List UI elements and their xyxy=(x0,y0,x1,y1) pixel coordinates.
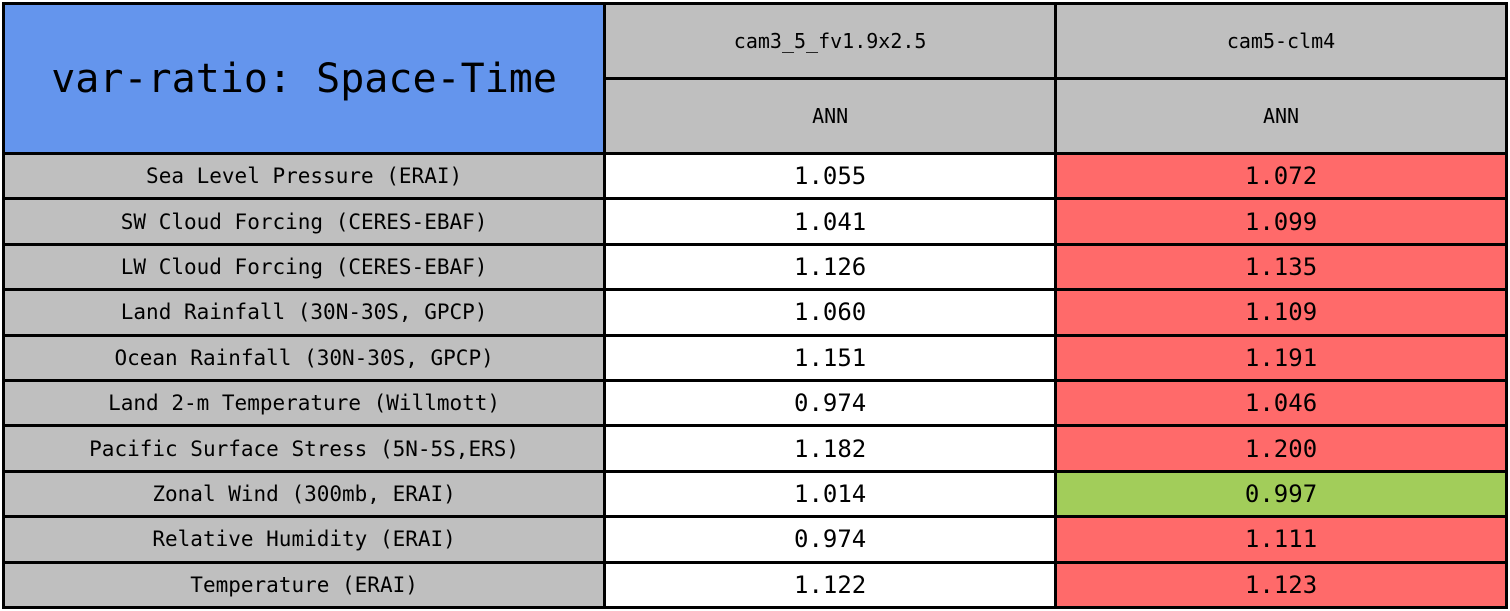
column-subheader-season-1: ANN xyxy=(603,77,1058,155)
value-cell: 1.109 xyxy=(1054,288,1508,337)
value-cell: 1.191 xyxy=(1054,333,1508,382)
table-row: SW Cloud Forcing (CERES-EBAF) 1.041 1.09… xyxy=(1,197,1508,246)
row-label: Sea Level Pressure (ERAI) xyxy=(1,151,607,201)
value-cell: 1.123 xyxy=(1054,560,1508,610)
value-cell: 1.072 xyxy=(1054,151,1508,201)
value-cell: 1.055 xyxy=(603,151,1058,201)
value-cell: 0.997 xyxy=(1054,469,1508,519)
table-row: Zonal Wind (300mb, ERAI) 1.014 0.997 xyxy=(1,469,1508,519)
value-cell: 0.974 xyxy=(603,378,1058,428)
row-label: Land 2-m Temperature (Willmott) xyxy=(1,378,607,428)
table-row: Sea Level Pressure (ERAI) 1.055 1.072 xyxy=(1,151,1508,201)
value-cell: 1.135 xyxy=(1054,242,1508,292)
row-label: Ocean Rainfall (30N-30S, GPCP) xyxy=(1,333,607,382)
value-cell: 0.974 xyxy=(603,515,1058,564)
value-cell: 1.182 xyxy=(603,424,1058,473)
table-title: var-ratio: Space-Time xyxy=(1,2,607,155)
row-label: Land Rainfall (30N-30S, GPCP) xyxy=(1,288,607,337)
value-cell: 1.111 xyxy=(1054,515,1508,564)
table-row: Temperature (ERAI) 1.122 1.123 xyxy=(1,560,1508,610)
table-row: Land Rainfall (30N-30S, GPCP) 1.060 1.10… xyxy=(1,288,1508,337)
table-row: Land 2-m Temperature (Willmott) 0.974 1.… xyxy=(1,378,1508,428)
value-cell: 1.041 xyxy=(603,197,1058,246)
value-cell: 1.060 xyxy=(603,288,1058,337)
row-label: LW Cloud Forcing (CERES-EBAF) xyxy=(1,242,607,292)
row-label: Relative Humidity (ERAI) xyxy=(1,515,607,564)
row-label: Zonal Wind (300mb, ERAI) xyxy=(1,469,607,519)
value-cell: 1.151 xyxy=(603,333,1058,382)
column-subheader-season-2: ANN xyxy=(1054,77,1508,155)
column-header-model-2: cam5-clm4 xyxy=(1054,2,1508,80)
table-row: LW Cloud Forcing (CERES-EBAF) 1.126 1.13… xyxy=(1,242,1508,292)
value-cell: 1.046 xyxy=(1054,378,1508,428)
value-cell: 1.099 xyxy=(1054,197,1508,246)
row-label: SW Cloud Forcing (CERES-EBAF) xyxy=(1,197,607,246)
value-cell: 1.126 xyxy=(603,242,1058,292)
row-label: Temperature (ERAI) xyxy=(1,560,607,610)
column-header-model-1: cam3_5_fv1.9x2.5 xyxy=(603,2,1058,80)
table-row: Pacific Surface Stress (5N-5S,ERS) 1.182… xyxy=(1,424,1508,473)
row-label: Pacific Surface Stress (5N-5S,ERS) xyxy=(1,424,607,473)
header-row-models: var-ratio: Space-Time cam3_5_fv1.9x2.5 c… xyxy=(1,2,1508,155)
header-row-seasons: ANN ANN xyxy=(4,77,1508,155)
value-cell: 1.122 xyxy=(603,560,1058,610)
value-cell: 1.200 xyxy=(1054,424,1508,473)
table-row: Relative Humidity (ERAI) 0.974 1.111 xyxy=(1,515,1508,564)
value-cell: 1.014 xyxy=(603,469,1058,519)
table-row: Ocean Rainfall (30N-30S, GPCP) 1.151 1.1… xyxy=(1,333,1508,382)
